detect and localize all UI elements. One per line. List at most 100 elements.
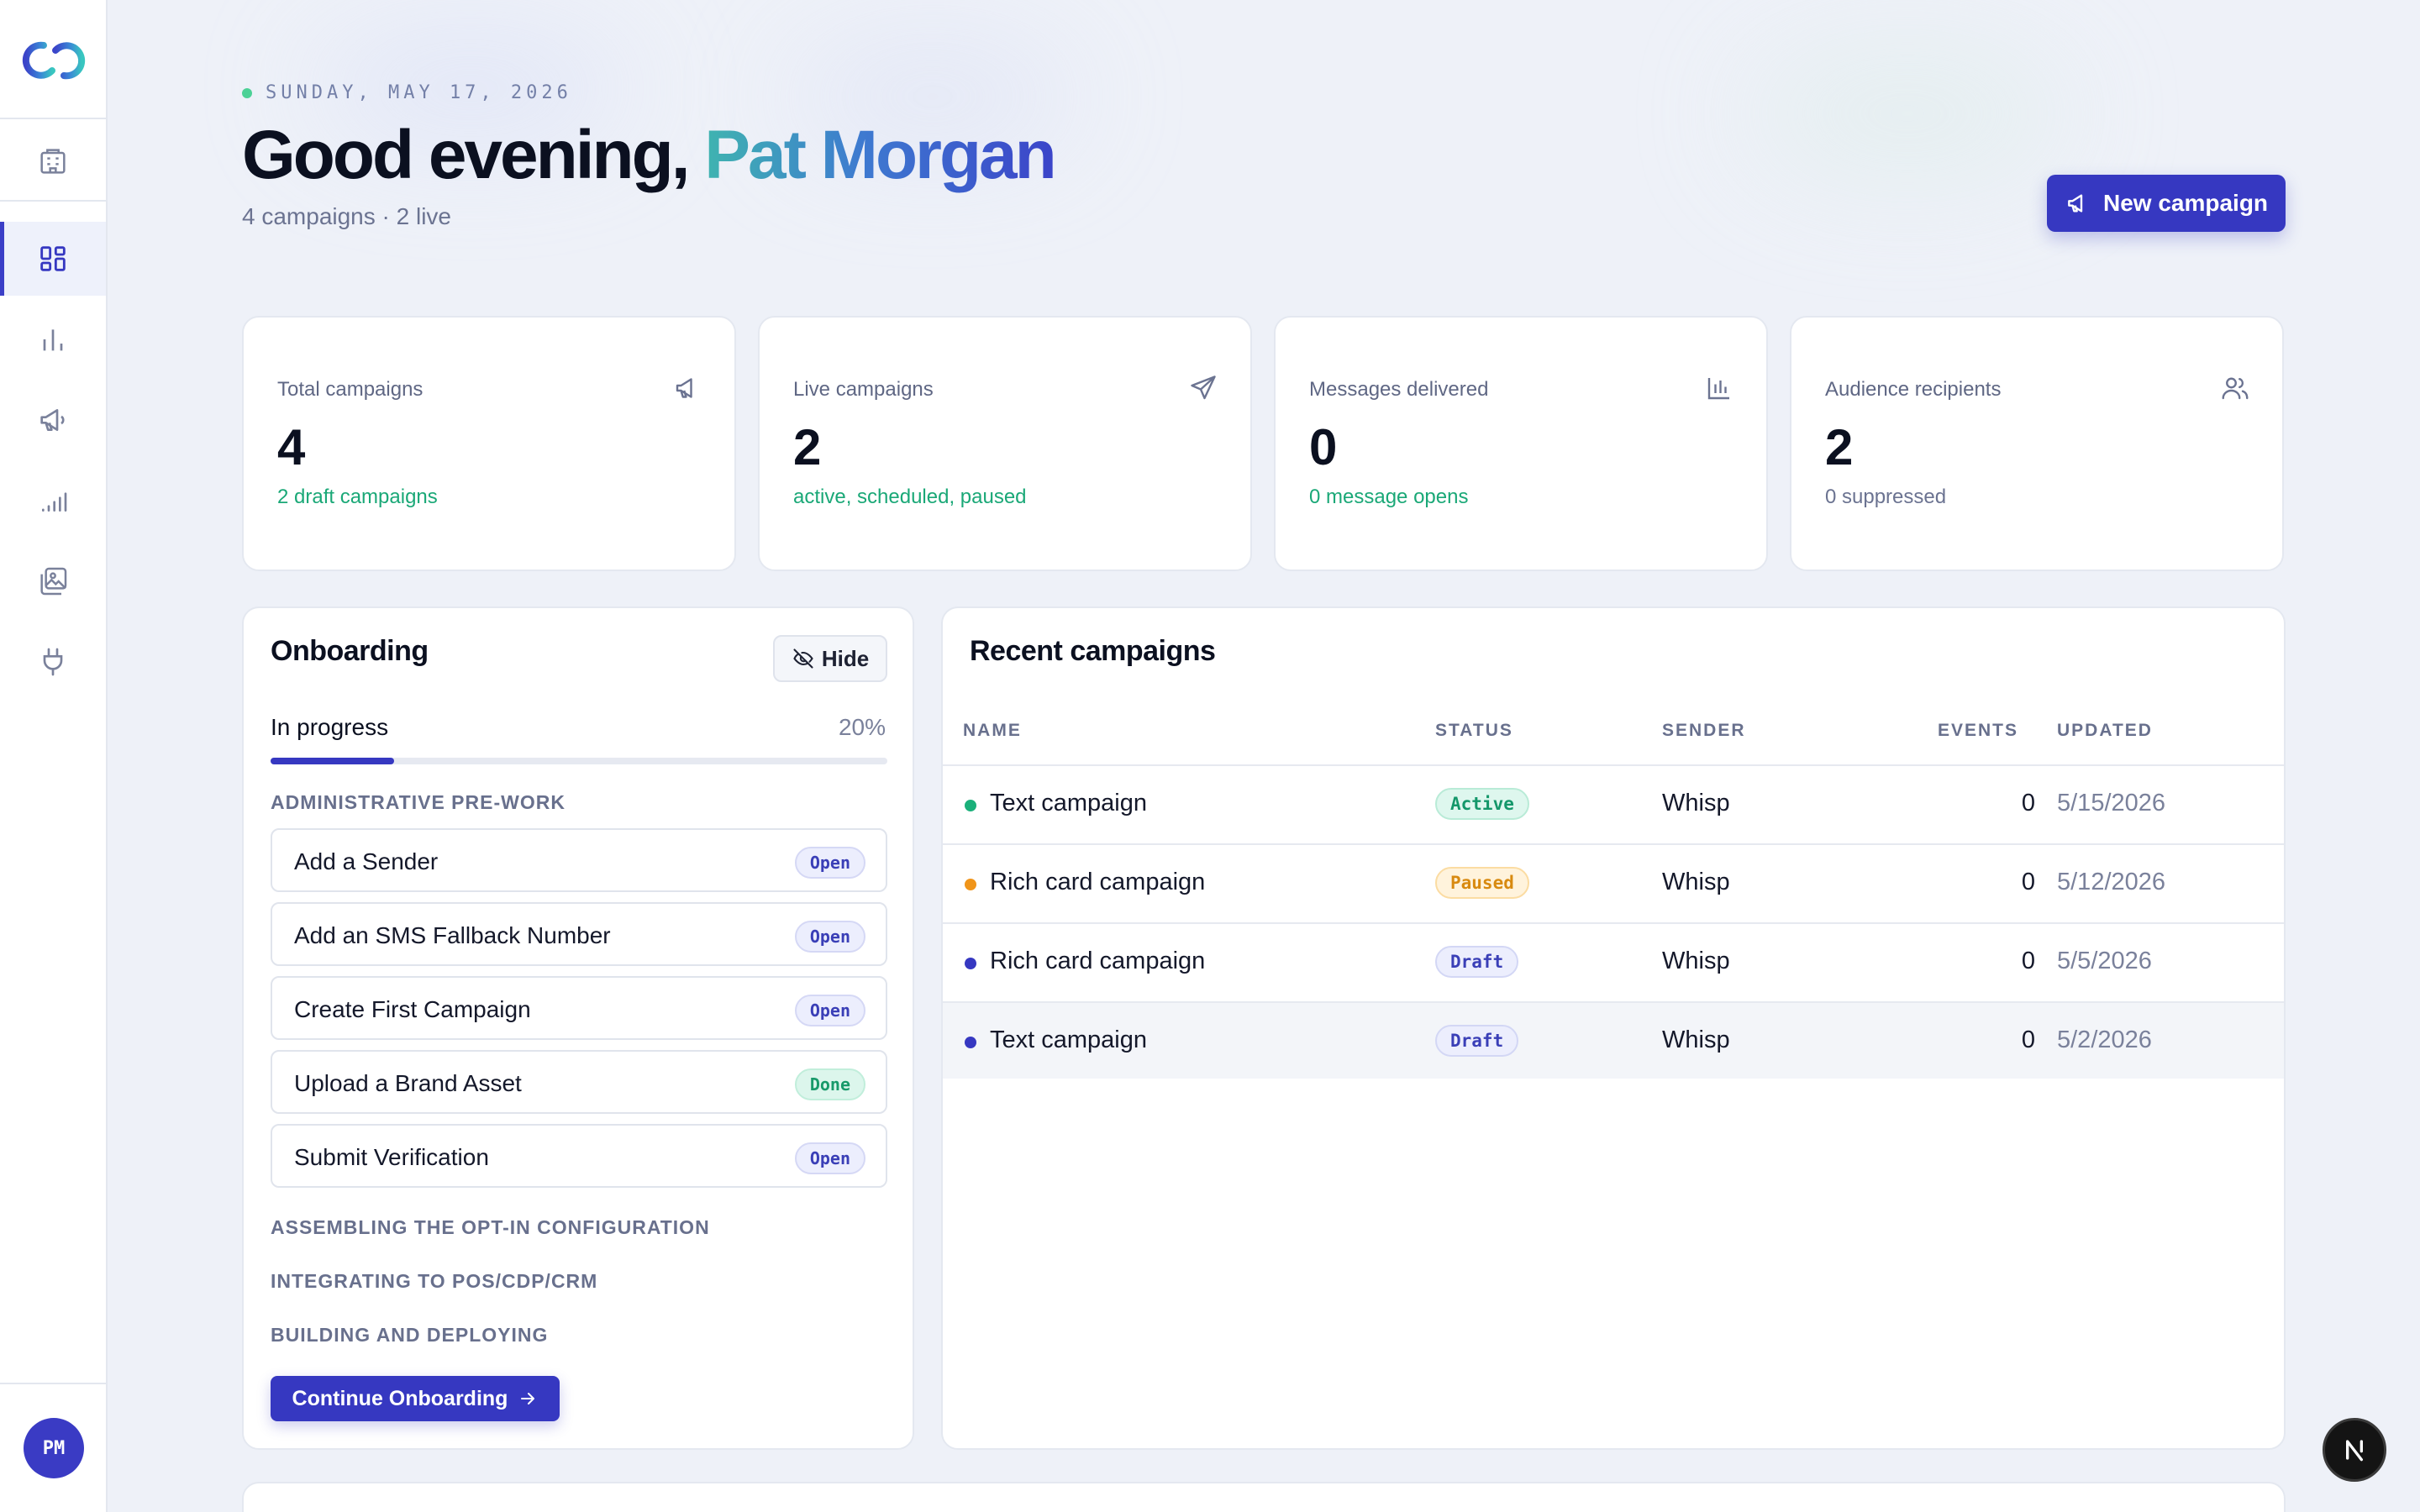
task-label: Add a Sender: [294, 848, 439, 874]
status-dot: [965, 1037, 976, 1048]
stat-card-audience-recipients: Audience recipients 2 0 suppressed: [1790, 316, 2284, 571]
campaign-updated: 5/2/2026: [2057, 1026, 2152, 1053]
n-logo-icon: [2346, 1440, 2363, 1462]
task-status-badge: Open: [794, 1142, 865, 1174]
stat-value: 4: [277, 419, 306, 475]
section-heading: ADMINISTRATIVE PRE-WORK: [271, 791, 566, 813]
stat-value: 0: [1309, 419, 1338, 475]
stat-card-total-campaigns: Total campaigns 4 2 draft campaigns: [242, 316, 736, 571]
campaign-updated: 5/15/2026: [2057, 790, 2166, 816]
campaign-name[interactable]: Rich card campaign: [990, 948, 1206, 974]
progress-bar-fill: [271, 758, 394, 764]
campaign-events: 0: [2021, 1026, 2035, 1053]
media-gallery-icon: [40, 567, 67, 596]
dev-tools-button[interactable]: [2323, 1418, 2386, 1482]
user-name: Pat Morgan: [704, 117, 1056, 193]
stat-label: Live campaigns: [793, 378, 934, 401]
stat-subtext: 0 message opens: [1309, 486, 1469, 508]
app-logo[interactable]: [18, 34, 89, 87]
task-item[interactable]: Submit Verification Open: [271, 1124, 887, 1188]
column-header-sender[interactable]: SENDER: [1662, 721, 1746, 740]
campaign-name[interactable]: Text campaign: [990, 1026, 1147, 1053]
table-row[interactable]: Rich card campaign Draft Whisp 0 5/5/202…: [943, 922, 2284, 1000]
task-status-badge: Open: [794, 995, 865, 1026]
column-header-events[interactable]: EVENTS: [1938, 721, 2019, 740]
section-heading[interactable]: BUILDING AND DEPLOYING: [271, 1324, 549, 1346]
task-item[interactable]: Upload a Brand Asset Done: [271, 1050, 887, 1114]
task-item[interactable]: Create First Campaign Open: [271, 976, 887, 1040]
campaign-events: 0: [2021, 869, 2035, 895]
campaign-sender: Whisp: [1662, 790, 1730, 816]
task-label: Add an SMS Fallback Number: [294, 922, 611, 948]
date-line: SUNDAY, MAY 17, 2026: [242, 82, 572, 103]
column-header-status[interactable]: STATUS: [1435, 721, 1513, 740]
campaign-sender: Whisp: [1662, 948, 1730, 974]
progress-percent: 20%: [838, 714, 886, 740]
nav-item-media[interactable]: [0, 544, 106, 618]
column-header-name[interactable]: NAME: [963, 721, 1022, 740]
status-dot: [965, 879, 976, 890]
building-icon: [40, 149, 66, 174]
section-heading[interactable]: INTEGRATING TO POS/CDP/CRM: [271, 1270, 598, 1292]
sidebar-divider: [0, 1383, 106, 1384]
continue-onboarding-label: Continue Onboarding: [292, 1386, 508, 1410]
task-label: Upload a Brand Asset: [294, 1070, 522, 1096]
task-status-badge: Open: [794, 847, 865, 879]
background-glow: [311, 42, 630, 134]
nav-item-organization[interactable]: [0, 124, 106, 198]
arrow-right-icon: [521, 1393, 535, 1404]
plug-icon: [43, 648, 63, 676]
logo-icon: [22, 41, 86, 80]
onboarding-title: Onboarding: [271, 635, 429, 667]
megaphone-icon: [676, 378, 692, 398]
campaign-updated: 5/12/2026: [2057, 869, 2166, 895]
current-date: SUNDAY, MAY 17, 2026: [266, 82, 572, 103]
recent-campaigns-title: Recent campaigns: [970, 635, 1216, 667]
megaphone-icon: [40, 409, 65, 431]
campaign-name[interactable]: Rich card campaign: [990, 869, 1206, 895]
column-header-updated[interactable]: UPDATED: [2057, 721, 2153, 740]
nav-item-dashboard[interactable]: [0, 222, 106, 296]
progress-bar: [271, 758, 887, 764]
stat-value: 2: [1825, 419, 1854, 475]
status-badge: Draft: [1435, 1025, 1519, 1057]
next-section-card: [242, 1482, 2286, 1512]
continue-onboarding-button[interactable]: Continue Onboarding: [271, 1376, 560, 1421]
users-icon: [2222, 377, 2249, 400]
task-item[interactable]: Add a Sender Open: [271, 828, 887, 892]
page-title: Good evening, Pat Morgan: [242, 116, 1057, 195]
campaign-events: 0: [2021, 948, 2035, 974]
new-campaign-label: New campaign: [2102, 190, 2269, 216]
stat-subtext: active, scheduled, paused: [793, 486, 1027, 508]
campaign-sender: Whisp: [1662, 869, 1730, 895]
hide-label: Hide: [821, 645, 870, 671]
section-heading[interactable]: ASSEMBLING THE OPT-IN CONFIGURATION: [271, 1216, 710, 1238]
hide-onboarding-button[interactable]: Hide: [773, 635, 887, 682]
table-row[interactable]: Text campaign Draft Whisp 0 5/2/2026: [943, 1001, 2284, 1079]
nav-item-integrations[interactable]: [0, 625, 106, 699]
campaign-name[interactable]: Text campaign: [990, 790, 1147, 816]
signal-bars-icon: [42, 492, 67, 512]
table-row[interactable]: Rich card campaign Paused Whisp 0 5/12/2…: [943, 843, 2284, 921]
nav-item-analytics[interactable]: [0, 302, 106, 376]
new-campaign-button[interactable]: New campaign: [2047, 175, 2286, 232]
campaign-events: 0: [2021, 790, 2035, 816]
user-avatar[interactable]: PM: [24, 1418, 84, 1478]
nav-item-reports[interactable]: [0, 464, 106, 538]
background-glow: [790, 50, 1076, 143]
stat-label: Total campaigns: [277, 378, 424, 401]
stat-card-messages-delivered: Messages delivered 0 0 message opens: [1274, 316, 1768, 571]
task-label: Submit Verification: [294, 1144, 489, 1170]
dashboard-icon: [40, 246, 66, 271]
recent-campaigns-panel: Recent campaigns NAME STATUS SENDER EVEN…: [941, 606, 2286, 1450]
status-dot: [965, 800, 976, 811]
stat-value: 2: [793, 419, 822, 475]
status-dot: [242, 87, 252, 98]
onboarding-panel: Onboarding Hide In progress 20% ADMINIST…: [242, 606, 914, 1450]
table-row[interactable]: Text campaign Active Whisp 0 5/15/2026: [943, 764, 2284, 842]
stat-subtext: 0 suppressed: [1825, 486, 1947, 508]
progress-label: In progress: [271, 714, 389, 740]
task-item[interactable]: Add an SMS Fallback Number Open: [271, 902, 887, 966]
nav-item-campaigns[interactable]: [0, 383, 106, 457]
campaign-sender: Whisp: [1662, 1026, 1730, 1053]
